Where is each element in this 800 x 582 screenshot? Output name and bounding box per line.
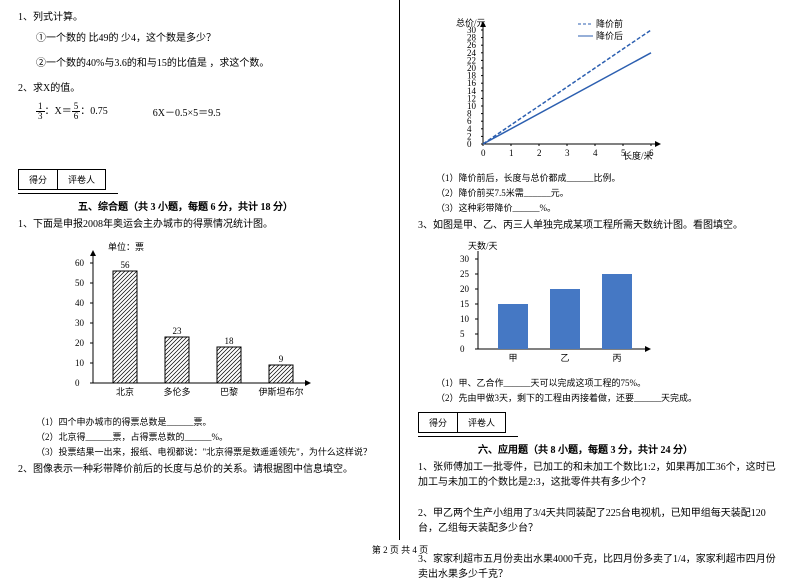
svg-text:单位：票: 单位：票: [108, 241, 144, 252]
section6-title: 六、应用题（共 8 小题，每题 3 分，共计 24 分）: [418, 441, 782, 456]
svg-text:甲: 甲: [508, 353, 517, 363]
lc-sub2: （2）降价前买7.5米需______元。: [418, 186, 782, 199]
svg-text:北京: 北京: [116, 386, 134, 397]
svg-text:56: 56: [121, 260, 131, 270]
q1-a: ①一个数的 比49的 少4，这个数是多少？: [18, 31, 381, 46]
grader-label-2: 评卷人: [458, 412, 506, 433]
svg-text:60: 60: [75, 258, 85, 268]
line-chart: 024681012141618202224262830 0123456 降价前 …: [448, 14, 782, 167]
svg-text:4: 4: [593, 148, 598, 158]
s5q1-sub2: （2）北京得______票，占得票总数的______%。: [18, 430, 381, 443]
svg-text:3: 3: [565, 148, 570, 158]
svg-text:10: 10: [75, 358, 85, 368]
vote-chart: 单位：票 0 10 20 30 40 50 60 56 北京 23 多伦多 18 巴黎 9 伊斯坦布尔: [58, 238, 381, 411]
svg-text:伊斯坦布尔: 伊斯坦布尔: [258, 386, 303, 397]
lc-sub1: （1）降价前后，长度与总价都成______比例。: [418, 171, 782, 184]
s5q3-stem: 3、如图是甲、乙、丙三人单独完成某项工程所需天数统计图。看图填空。: [418, 218, 782, 233]
svg-text:0: 0: [460, 344, 465, 354]
svg-text:15: 15: [460, 299, 470, 309]
score-box: 得分 评卷人: [18, 169, 381, 190]
s5q1-sub1: （1）四个申办城市的得票总数是______票。: [18, 415, 381, 428]
svg-text:9: 9: [279, 354, 284, 364]
section5-title: 五、综合题（共 3 小题，每题 6 分，共计 18 分）: [18, 198, 381, 213]
svg-text:丙: 丙: [612, 353, 621, 363]
svg-text:0: 0: [481, 148, 486, 158]
lc-sub3: （3）这种彩带降价______%。: [418, 201, 782, 214]
s5q1-stem: 1、下面是申报2008年奥运会主办城市的得票情况统计图。: [18, 217, 381, 232]
svg-text:30: 30: [460, 254, 470, 264]
q2-eq2: 6X－0.5×5＝9.5: [153, 104, 221, 119]
svg-text:多伦多: 多伦多: [163, 386, 190, 397]
score-label-2: 得分: [418, 412, 458, 433]
svg-text:25: 25: [460, 269, 470, 279]
svg-text:20: 20: [75, 338, 85, 348]
q2-eq1: 13：X＝56：0.75: [36, 102, 108, 121]
svg-text:0: 0: [75, 378, 80, 388]
s5q1-sub3: （3）投票结果一出来，报纸、电视都说："北京得票是数遥遥领先"，为什么这样说？: [18, 445, 381, 458]
svg-text:乙: 乙: [560, 353, 569, 363]
q2-title: 2、求X的值。: [18, 81, 381, 96]
svg-text:降价后: 降价后: [596, 30, 623, 41]
svg-text:1: 1: [509, 148, 514, 158]
svg-text:长度/米: 长度/米: [623, 150, 653, 161]
s6q3: 3、家家利超市五月份卖出水果4000千克，比四月份多卖了1/4，家家利超市四月份…: [418, 552, 782, 582]
s6q2: 2、甲乙两个生产小组用了3/4天共同装配了225台电视机，已知甲组每天装配120…: [418, 506, 782, 536]
score-box-2: 得分 评卷人: [418, 412, 782, 433]
svg-text:总价/元: 总价/元: [456, 17, 486, 28]
svg-text:降价前: 降价前: [596, 18, 623, 29]
svg-text:18: 18: [225, 336, 235, 346]
s5q3-sub1: （1）甲、乙合作______天可以完成这项工程的75%。: [418, 376, 782, 389]
q1-b: ②一个数的40%与3.6的和与15的比值是 ，求这个数。: [18, 56, 381, 71]
q1-title: 1、列式计算。: [18, 10, 381, 25]
svg-text:30: 30: [75, 318, 85, 328]
svg-text:天数/天: 天数/天: [468, 240, 498, 251]
days-chart: 天数/天 0 5 10 15 20 25 30 甲 乙 丙: [448, 239, 782, 372]
s6q1: 1、张师傅加工一批零件，已加工的和未加工个数比1:2，如果再加工36个，这时已加…: [418, 460, 782, 490]
svg-text:巴黎: 巴黎: [220, 386, 238, 397]
svg-text:23: 23: [173, 326, 183, 336]
svg-text:10: 10: [460, 314, 470, 324]
s5q3-sub2: （2）先由甲做3天，剩下的工程由丙接着做，还要______天完成。: [418, 391, 782, 404]
svg-text:2: 2: [537, 148, 542, 158]
score-label: 得分: [18, 169, 58, 190]
svg-text:5: 5: [460, 329, 465, 339]
svg-text:50: 50: [75, 278, 85, 288]
grader-label: 评卷人: [58, 169, 106, 190]
s5q2-stem: 2、图像表示一种彩带降价前后的长度与总价的关系。请根据图中信息填空。: [18, 462, 381, 477]
svg-text:20: 20: [460, 284, 470, 294]
svg-text:40: 40: [75, 298, 85, 308]
